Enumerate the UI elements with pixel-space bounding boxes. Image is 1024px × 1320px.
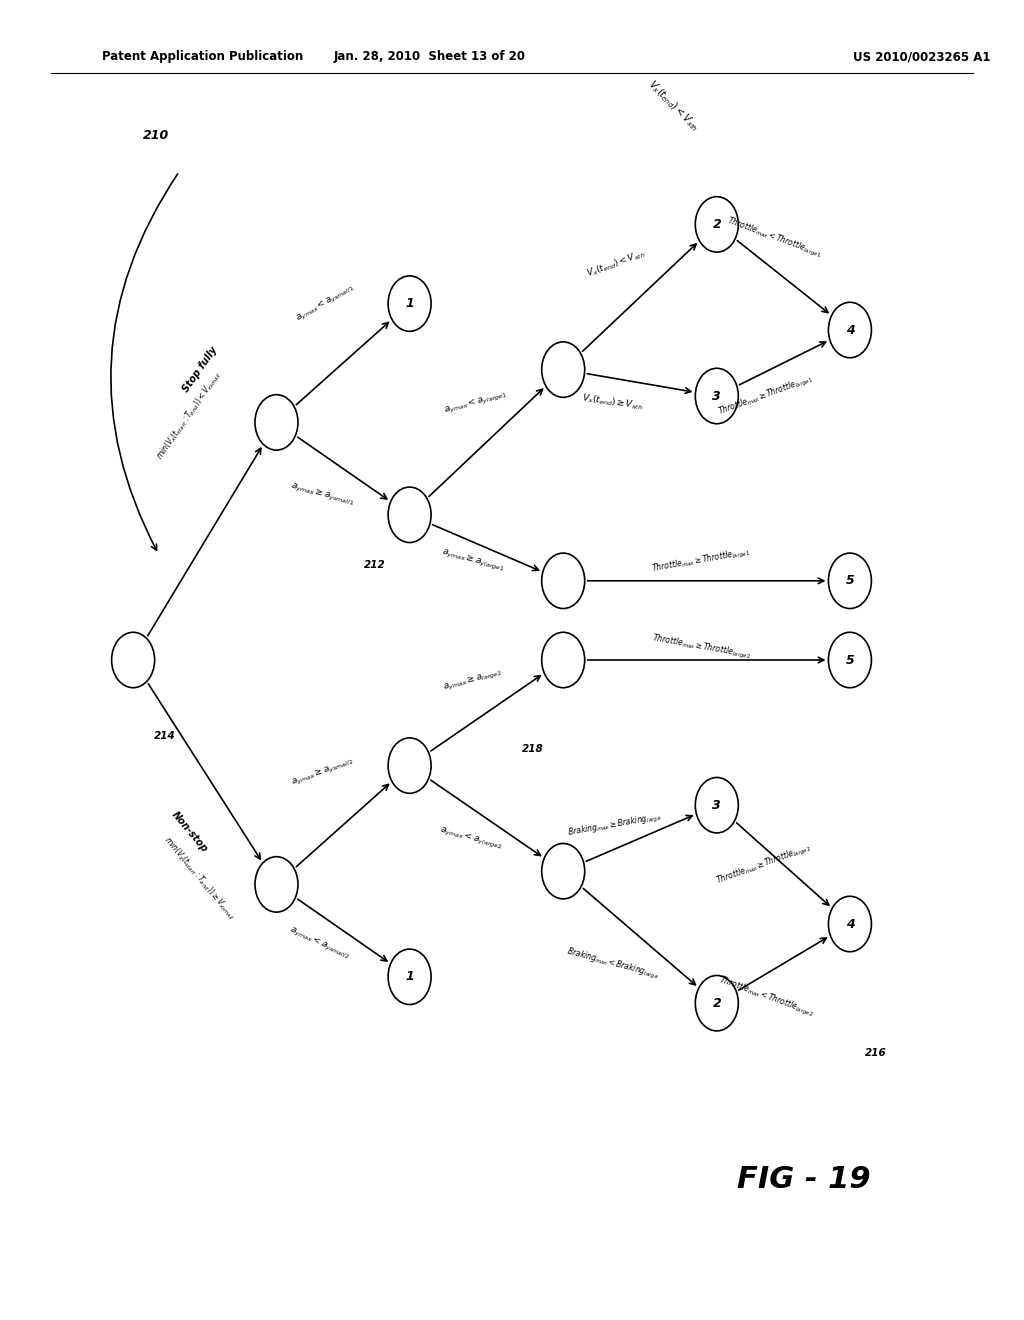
Text: $a_{ymax} \geq a_{ylarge1}$: $a_{ymax} \geq a_{ylarge1}$ (440, 546, 506, 576)
Text: 1: 1 (406, 970, 414, 983)
Text: $min(V_x(t_{start}:T_{end})) \geq V_{xsmall}$: $min(V_x(t_{start}:T_{end})) \geq V_{xsm… (161, 833, 239, 923)
Text: $a_{ymax} < a_{ysmall1}$: $a_{ymax} < a_{ysmall1}$ (294, 282, 357, 325)
Text: $Throttle_{max} \geq Throttle_{large2}$: $Throttle_{max} \geq Throttle_{large2}$ (715, 841, 813, 888)
Text: 3: 3 (713, 799, 721, 812)
Text: $Throttle_{max} \geq Throttle_{large1}$: $Throttle_{max} \geq Throttle_{large1}$ (717, 372, 815, 420)
Text: FIG - 19: FIG - 19 (737, 1166, 870, 1195)
Text: $Braking_{max} < Braking_{large}$: $Braking_{max} < Braking_{large}$ (564, 945, 660, 982)
Text: $a_{ymax} < a_{ylarge2}$: $a_{ymax} < a_{ylarge2}$ (438, 824, 504, 853)
Text: $Throttle_{max} \geq Throttle_{large1}$: $Throttle_{max} \geq Throttle_{large1}$ (651, 546, 752, 576)
Text: 2: 2 (713, 997, 721, 1010)
Text: Stop fully: Stop fully (180, 345, 219, 395)
Text: 5: 5 (846, 653, 854, 667)
Text: $Throttle_{max} < Throttle_{large2}$: $Throttle_{max} < Throttle_{large2}$ (717, 973, 815, 1020)
Text: $Throttle_{max} < Throttle_{large1}$: $Throttle_{max} < Throttle_{large1}$ (725, 214, 823, 261)
Text: 214: 214 (154, 731, 175, 742)
Text: 4: 4 (846, 917, 854, 931)
Text: 3: 3 (713, 389, 721, 403)
Text: 218: 218 (522, 744, 544, 755)
Text: US 2010/0023265 A1: US 2010/0023265 A1 (853, 50, 990, 63)
Text: $a_{ymax} \geq a_{large2}$: $a_{ymax} \geq a_{large2}$ (442, 667, 504, 693)
Text: $V_x(t_{end}) \geq V_{xth}$: $V_x(t_{end}) \geq V_{xth}$ (581, 392, 644, 413)
Text: $a_{ymax} < a_{ysmall2}$: $a_{ymax} < a_{ysmall2}$ (287, 924, 352, 964)
Text: $a_{ymax} \geq a_{ysmall2}$: $a_{ymax} \geq a_{ysmall2}$ (290, 755, 355, 789)
Text: Patent Application Publication: Patent Application Publication (102, 50, 304, 63)
Text: 216: 216 (865, 1048, 887, 1059)
Text: 2: 2 (713, 218, 721, 231)
Text: $a_{ymax} \geq a_{ysmall1}$: $a_{ymax} \geq a_{ysmall1}$ (289, 480, 356, 510)
Text: $a_{ymax} < a_{ylarge1}$: $a_{ymax} < a_{ylarge1}$ (443, 388, 509, 417)
Text: Non-stop: Non-stop (170, 809, 209, 854)
Text: 1: 1 (406, 297, 414, 310)
Text: 210: 210 (143, 128, 170, 141)
Text: $V_x(t_{end}) < V_{xth}$: $V_x(t_{end}) < V_{xth}$ (645, 77, 702, 135)
Text: $Throttle_{max} \geq Throttle_{large2}$: $Throttle_{max} \geq Throttle_{large2}$ (651, 632, 752, 661)
Text: 5: 5 (846, 574, 854, 587)
Text: $min(V_x(t_{start}:T_{end})) < V_{xsmall}$: $min(V_x(t_{start}:T_{end})) < V_{xsmall… (155, 370, 224, 462)
Text: 212: 212 (364, 560, 385, 570)
Text: Jan. 28, 2010  Sheet 13 of 20: Jan. 28, 2010 Sheet 13 of 20 (334, 50, 526, 63)
Text: $V_x(t_{end}) < V_{xth}$: $V_x(t_{end}) < V_{xth}$ (585, 248, 646, 280)
Text: $Braking_{max} \geq Braking_{large}$: $Braking_{max} \geq Braking_{large}$ (566, 810, 663, 840)
Text: 4: 4 (846, 323, 854, 337)
